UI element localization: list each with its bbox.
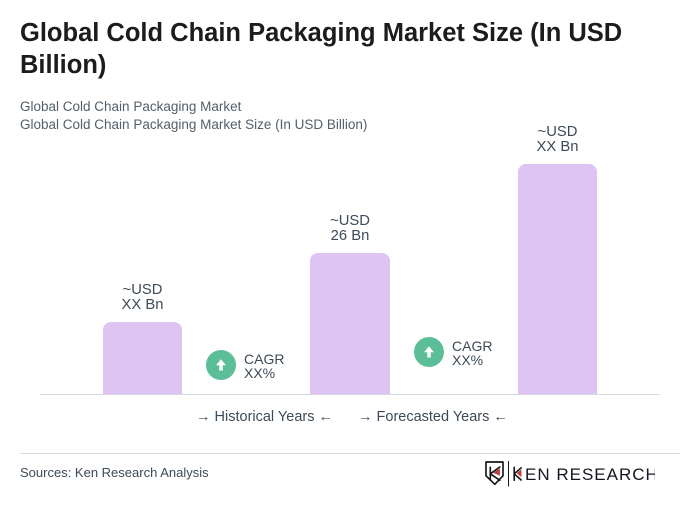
svg-text:EN RESEARCH: EN RESEARCH bbox=[525, 465, 655, 484]
